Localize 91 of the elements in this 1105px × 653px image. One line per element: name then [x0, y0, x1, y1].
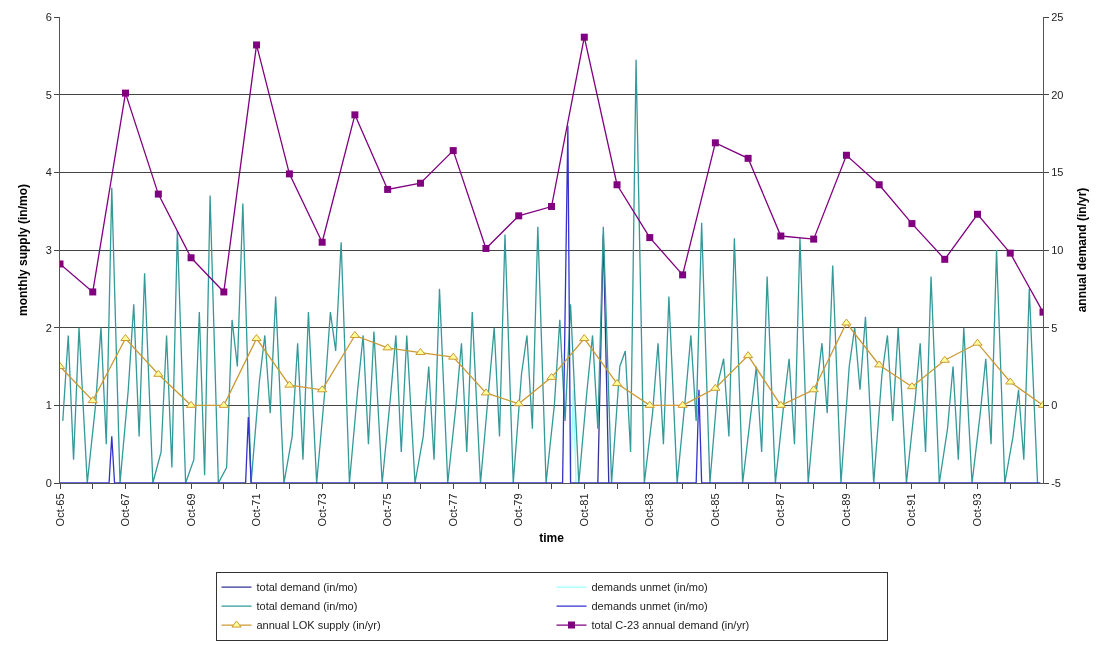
legend-label: annual LOK supply (in/yr) [256, 619, 381, 632]
y2-tick-label: 0 [1051, 399, 1058, 412]
legend-label: total C-23 annual demand (in/yr) [591, 619, 750, 632]
point [874, 360, 885, 368]
point [449, 147, 457, 155]
point [972, 338, 983, 346]
x-tick-label: Oct-77 [446, 493, 459, 527]
point [153, 369, 164, 377]
x-tick-label: Oct-69 [184, 493, 197, 527]
y-tick-label: 0 [45, 476, 52, 489]
y-tick-label: 4 [45, 166, 52, 179]
point [218, 400, 229, 408]
point [677, 400, 688, 408]
x-tick-label: Oct-71 [250, 493, 263, 527]
x-tick-label: Oct-75 [381, 493, 394, 527]
legend-label: demands unmet (in/mo) [591, 581, 708, 594]
point [842, 151, 850, 159]
x-tick-label: Oct-67 [119, 493, 132, 527]
line-series [62, 59, 1039, 483]
point [646, 234, 654, 242]
x-axis-title: time [539, 531, 565, 546]
y2-tick-label: 25 [1051, 10, 1064, 23]
point [415, 348, 426, 356]
point [939, 355, 950, 363]
x-tick-label: Oct-93 [971, 493, 984, 527]
point [448, 352, 459, 360]
point [711, 139, 719, 147]
point [87, 396, 98, 404]
y2-tick-label: 15 [1051, 166, 1064, 179]
point [548, 203, 556, 211]
point [121, 89, 129, 97]
point [613, 181, 621, 189]
point [382, 343, 393, 351]
x-tick-label: Oct-65 [53, 493, 66, 527]
point [1006, 249, 1014, 257]
point [580, 33, 588, 41]
y2-tick-label: 10 [1051, 243, 1064, 256]
x-tick-label: Oct-89 [840, 493, 853, 527]
y-tick-label: 5 [45, 88, 52, 101]
point [941, 255, 949, 263]
point [89, 288, 97, 296]
point [251, 334, 262, 342]
y-tick-label: 2 [45, 321, 52, 334]
x-tick-label: Oct-83 [643, 493, 656, 527]
point [154, 190, 162, 198]
x-tick-label: Oct-85 [708, 493, 721, 527]
y-axis-title: monthly supply (in/mo) [15, 184, 30, 316]
point [120, 334, 131, 342]
point [644, 400, 655, 408]
point [284, 380, 295, 388]
point [546, 372, 557, 380]
point [777, 232, 785, 240]
legend-label: demands unmet (in/mo) [591, 600, 708, 613]
point [1005, 377, 1016, 385]
y2-tick-label: 20 [1051, 88, 1064, 101]
point [808, 385, 819, 393]
x-tick-label: Oct-91 [905, 493, 918, 527]
point [744, 154, 752, 162]
point [810, 235, 818, 243]
y2-axis-title: annual demand (in/yr) [1075, 187, 1090, 313]
point [710, 383, 721, 391]
point [513, 399, 524, 407]
y-tick-label: 6 [45, 10, 52, 23]
legend-label: total demand (in/mo) [256, 581, 358, 594]
y-tick-label: 1 [45, 399, 52, 412]
x-tick-label: Oct-81 [577, 493, 590, 527]
point [775, 400, 786, 408]
point [974, 210, 982, 218]
point [482, 244, 490, 252]
x-tick-label: Oct-79 [512, 493, 525, 527]
y-tick-label: 3 [45, 243, 52, 256]
y2-tick-label: 5 [1051, 321, 1058, 334]
point [351, 111, 359, 119]
point [579, 334, 590, 342]
point [515, 212, 523, 220]
point [220, 288, 228, 296]
x-tick-label: Oct-87 [774, 493, 787, 527]
point [679, 271, 687, 279]
point [384, 185, 392, 193]
point [317, 385, 328, 393]
point [187, 254, 195, 262]
point [416, 179, 424, 187]
point [875, 181, 883, 189]
point [841, 318, 852, 326]
y2-tick-label: -5 [1051, 476, 1061, 489]
point [253, 41, 261, 49]
point [285, 170, 293, 178]
x-tick-label: Oct-73 [315, 493, 328, 527]
legend-label: total demand (in/mo) [256, 600, 358, 613]
point [908, 220, 916, 228]
point [318, 238, 326, 246]
